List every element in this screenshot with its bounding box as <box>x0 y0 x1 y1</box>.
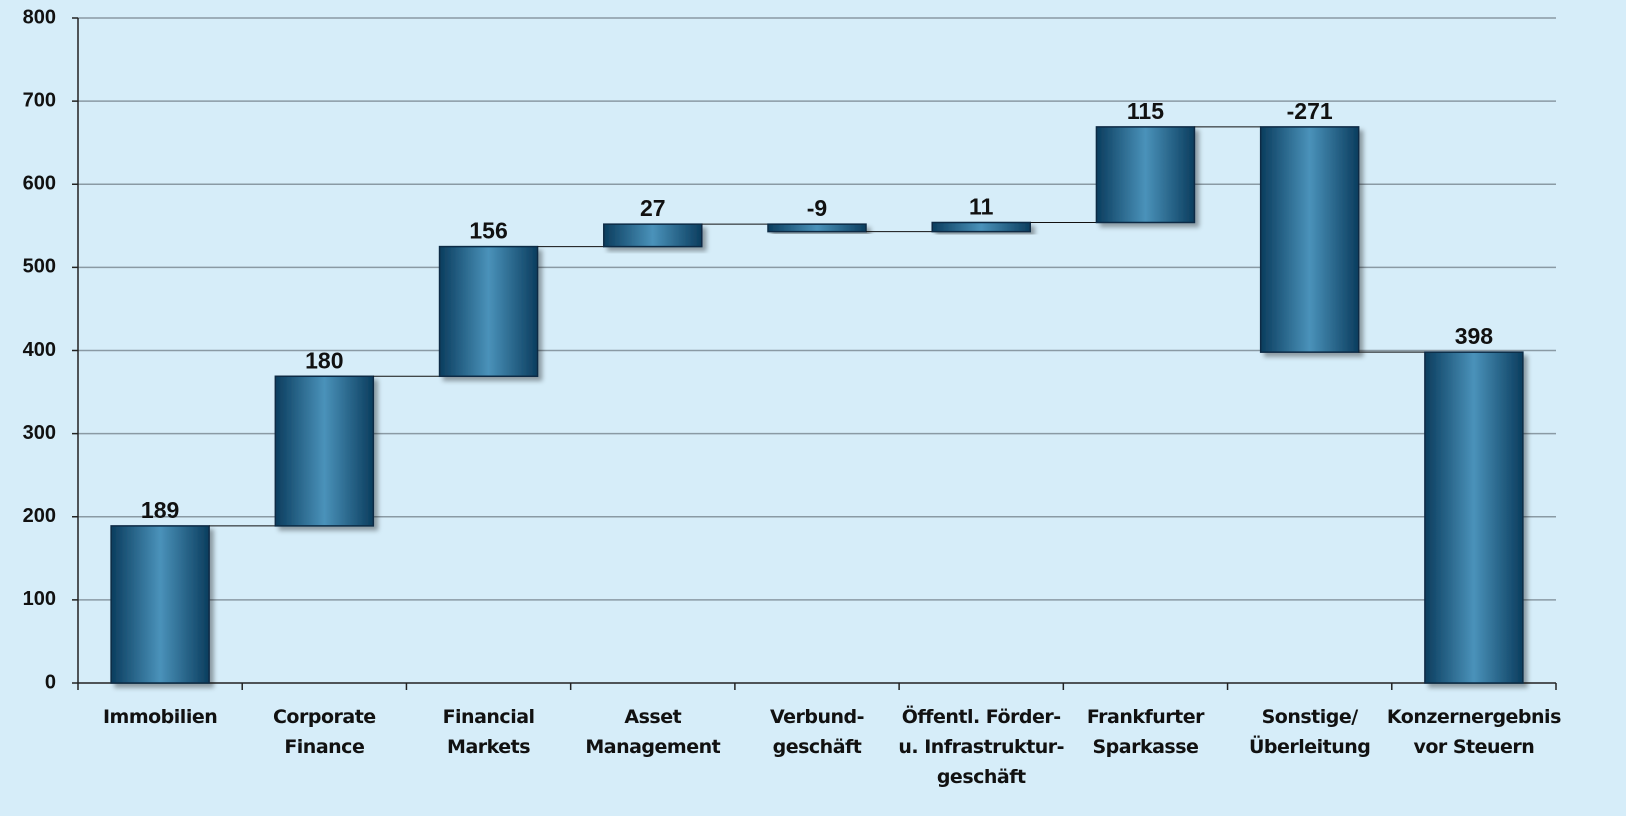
bar <box>274 375 375 527</box>
value-label: 11 <box>969 193 994 219</box>
bar <box>603 223 703 248</box>
x-tick-label-line: Corporate <box>273 706 376 728</box>
value-label: 180 <box>305 347 343 373</box>
x-tick-label-line: u. Infrastruktur- <box>898 736 1064 758</box>
y-tick-label: 800 <box>23 6 56 28</box>
x-tick-label: Verbund-geschäft <box>770 706 864 758</box>
value-label: 27 <box>640 195 666 221</box>
x-tick-label-line: Markets <box>447 736 530 758</box>
bar <box>1259 126 1360 353</box>
x-tick-label-line: Frankfurter <box>1087 706 1205 728</box>
x-tick-label-line: geschäft <box>937 766 1026 788</box>
x-tick-label: Sonstige/Überleitung <box>1249 706 1370 758</box>
x-tick-label-line: Sparkasse <box>1092 736 1198 758</box>
x-tick-label-line: vor Steuern <box>1413 736 1534 758</box>
y-tick-label: 700 <box>23 89 56 111</box>
y-tick-label: 100 <box>23 588 56 610</box>
x-tick-label-line: Management <box>585 736 720 758</box>
x-tick-label-line: Überleitung <box>1249 734 1370 758</box>
value-label: 189 <box>141 497 179 523</box>
x-tick-label: Corporate Finance <box>273 706 376 758</box>
bar <box>110 525 210 684</box>
bar <box>1424 351 1524 684</box>
x-tick-label: Öffentl. Förder-u. Infrastruktur-geschäf… <box>898 704 1064 788</box>
x-tick-label-line: Verbund- <box>770 706 864 728</box>
x-tick-label-line: Financial <box>443 706 535 728</box>
x-tick-label-line: Sonstige/ <box>1262 706 1359 728</box>
y-tick-label: 0 <box>45 671 56 693</box>
x-tick-label: Frankfurter Sparkasse <box>1087 706 1205 758</box>
bar <box>767 223 867 233</box>
y-tick-label: 200 <box>23 505 56 527</box>
bar <box>1095 126 1196 224</box>
x-tick-label: Immobilien <box>103 706 217 728</box>
x-tick-label-line: Asset <box>624 706 681 728</box>
x-tick-label-line: Finance <box>284 736 364 758</box>
value-label: -9 <box>807 195 827 221</box>
x-tick-label: Financial Markets <box>443 706 535 758</box>
x-tick-label-line: Immobilien <box>103 706 217 728</box>
x-tick-label-line: Öffentl. Förder- <box>902 704 1061 728</box>
x-tick-label: Asset Management <box>585 706 720 758</box>
x-tick-label-line: geschäft <box>773 736 862 758</box>
value-label: 156 <box>469 218 507 244</box>
value-label: -271 <box>1287 98 1333 124</box>
bar <box>438 245 539 378</box>
y-tick-label: 500 <box>23 256 56 278</box>
value-label: 115 <box>1127 98 1164 124</box>
y-tick-label: 600 <box>23 173 56 195</box>
y-tick-label: 300 <box>23 422 56 444</box>
bar <box>931 221 1031 233</box>
y-tick-label: 400 <box>23 339 56 361</box>
value-label: 398 <box>1455 323 1494 349</box>
x-tick-label-line: Konzernergebnis <box>1387 706 1561 728</box>
x-tick-label: Konzernergebnis vor Steuern <box>1387 706 1561 758</box>
